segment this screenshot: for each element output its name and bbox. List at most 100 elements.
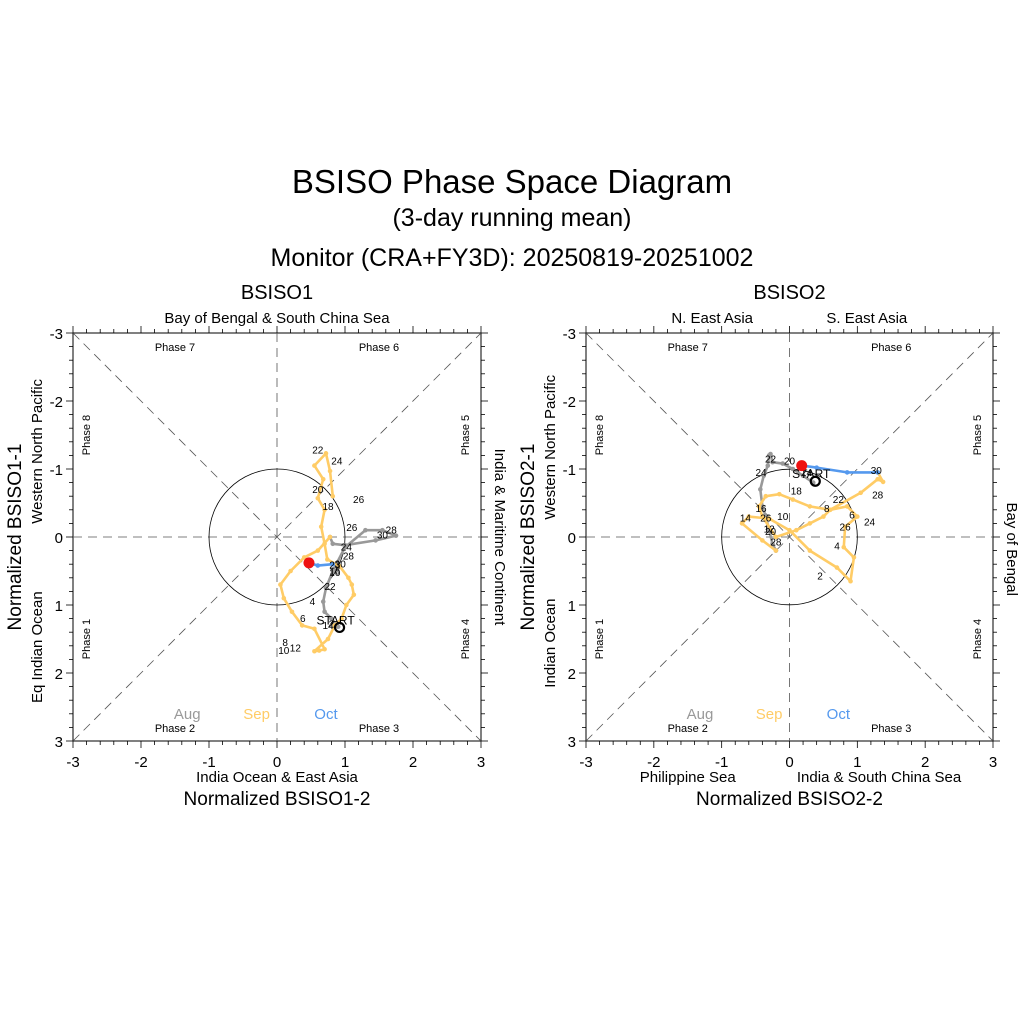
month-legend-sep: Sep [243, 706, 270, 723]
trajectory-sep [740, 471, 885, 583]
y-tick-label: 1 [55, 598, 63, 615]
month-legend-aug: Aug [687, 706, 714, 723]
phase-label: Phase 4 [972, 619, 984, 659]
phase-label: Phase 8 [81, 415, 93, 455]
day-point [807, 548, 813, 553]
month-legend-oct: Oct [827, 706, 851, 723]
day-point [344, 602, 349, 608]
phase-label: Phase 7 [155, 342, 195, 354]
day-label: 6 [300, 614, 306, 625]
day-point [790, 466, 796, 472]
month-legend-sep: Sep [756, 706, 783, 723]
x-tick-label: -1 [715, 754, 728, 771]
day-point [756, 504, 762, 509]
day-point [330, 493, 336, 499]
day-point [323, 451, 329, 456]
day-label: 26 [353, 495, 365, 506]
day-point [323, 585, 329, 591]
day-point [760, 514, 765, 519]
day-label: 28 [770, 537, 782, 548]
x-tick-label: -2 [134, 754, 147, 771]
day-label: 4 [834, 541, 840, 552]
day-point [329, 616, 334, 621]
day-label: 8 [824, 504, 830, 515]
day-label: 24 [331, 456, 343, 467]
phase-label: Phase 1 [81, 619, 93, 659]
x-axis-title: Normalized BSISO1-2 [184, 789, 371, 810]
day-label: 22 [833, 495, 845, 506]
day-point [773, 534, 779, 540]
day-label: 26 [760, 513, 772, 524]
day-point [316, 648, 322, 653]
day-point [330, 568, 336, 574]
day-point [327, 534, 333, 540]
panel-title: BSISO1 [241, 282, 313, 304]
day-point [325, 557, 330, 562]
day-point [346, 575, 351, 581]
day-point [342, 542, 348, 548]
phase-label: Phase 6 [359, 342, 399, 354]
unit-circle [208, 468, 346, 606]
day-label: 30 [335, 560, 347, 571]
day-point [330, 541, 336, 547]
day-point [848, 578, 853, 584]
day-point [322, 507, 327, 513]
day-label: 10 [777, 512, 789, 523]
day-point [880, 479, 886, 485]
day-label: 18 [322, 502, 334, 513]
day-point [834, 565, 840, 570]
region-label-left: Indian Ocean [542, 598, 559, 687]
day-label: 16 [755, 504, 767, 515]
day-point [318, 524, 324, 530]
y-tick-label: 3 [568, 734, 576, 751]
region-label-left: Western North Pacific [29, 378, 46, 523]
day-point [320, 476, 326, 482]
day-point [339, 616, 344, 621]
day-label: 22 [324, 582, 336, 593]
region-label-top: N. East Asia [671, 310, 753, 327]
day-point [875, 476, 880, 482]
day-label: 8 [282, 638, 288, 649]
day-point [875, 470, 880, 475]
day-point [322, 541, 327, 547]
x-tick-label: 0 [785, 754, 793, 771]
y-tick-label: 1 [568, 598, 576, 615]
phase-label: Phase 2 [668, 723, 708, 735]
x-tick-label: -1 [202, 754, 215, 771]
x-tick-label: 3 [477, 754, 485, 771]
day-label: 10 [278, 646, 290, 657]
start-marker [809, 475, 821, 487]
panel-title: BSISO2 [753, 282, 825, 304]
month-legend-oct: Oct [314, 706, 338, 723]
day-point [855, 514, 860, 519]
day-label: 26 [840, 522, 852, 533]
day-point [330, 561, 336, 567]
day-point [807, 504, 813, 509]
day-point [758, 487, 763, 492]
day-label: 24 [341, 543, 353, 554]
day-label: 30 [377, 530, 389, 541]
day-label: 28 [872, 490, 884, 501]
day-point [373, 538, 378, 543]
day-point [312, 463, 317, 468]
day-label: 2 [329, 620, 335, 631]
day-point [315, 495, 321, 501]
y-tick-label: 2 [55, 666, 63, 683]
day-label: 16 [329, 567, 341, 578]
y-axis-title: Normalized BSISO2-1 [518, 444, 539, 631]
day-label: 12 [764, 524, 776, 535]
day-point [770, 459, 775, 465]
x-tick-label: 1 [853, 754, 861, 771]
day-point [807, 521, 813, 526]
y-tick-label: 0 [568, 530, 576, 547]
day-point [760, 538, 765, 543]
day-point [746, 514, 752, 519]
day-point [739, 521, 745, 526]
day-point [858, 490, 864, 496]
day-point [844, 470, 850, 475]
x-tick-label: 3 [989, 754, 997, 771]
day-point [312, 648, 317, 654]
day-label: 24 [755, 468, 767, 479]
y-tick-label: -1 [50, 462, 63, 479]
